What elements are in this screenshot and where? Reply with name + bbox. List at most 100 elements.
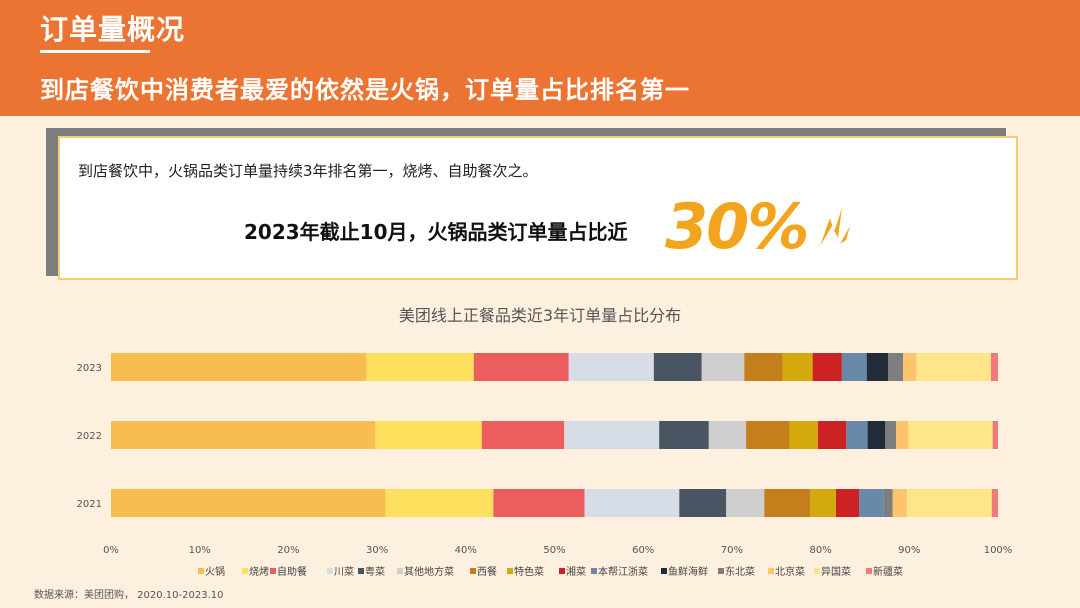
bar-segment [564, 421, 660, 449]
legend-label: 火锅 [205, 566, 225, 578]
legend-swatch [718, 568, 724, 574]
legend-swatch [866, 568, 872, 574]
data-source: 数据来源：美团团购， 2020.10-2023.10 [34, 590, 224, 601]
bar-segment [903, 353, 917, 381]
title-underline [40, 50, 150, 53]
bar-segment [568, 353, 654, 381]
highlight-text: 2023年截止10月，火锅品类订单量占比近 [244, 220, 628, 244]
bar-segment [885, 421, 896, 449]
bar-segment [859, 489, 884, 517]
legend-swatch [661, 568, 667, 574]
bar-segment [812, 353, 842, 381]
legend-swatch [470, 568, 476, 574]
x-tick-label: 0% [103, 545, 119, 556]
legend-swatch [270, 568, 276, 574]
bar-segment [473, 353, 569, 381]
legend-swatch [591, 568, 597, 574]
legend-swatch [327, 568, 333, 574]
legend-label: 异国菜 [821, 566, 851, 578]
bar-segment [653, 353, 702, 381]
bar-segment [659, 421, 709, 449]
bar-segment [866, 353, 889, 381]
y-tick-label: 2022 [77, 431, 102, 442]
legend-label: 北京菜 [775, 565, 805, 578]
stacked-bar-chart: 2023 2022 2021 0% 10% 20% 30% 40% 50% 60% 70% 80% 90… [77, 353, 1013, 578]
legend-swatch [358, 568, 364, 574]
y-tick-label: 2021 [77, 499, 102, 510]
legend-label: 川菜 [334, 566, 354, 578]
bar-segment [111, 353, 367, 381]
highlight-value: 30% [665, 190, 809, 263]
bar-segment [726, 489, 765, 517]
legend-label: 自助餐 [277, 565, 307, 578]
bar-segment [836, 489, 860, 517]
bar-segment [481, 421, 565, 449]
bar-segment [846, 421, 868, 449]
legend-swatch [397, 568, 403, 574]
bar-segment [366, 353, 474, 381]
bar-segment [867, 421, 886, 449]
bar-segment [375, 421, 482, 449]
legend-swatch [814, 568, 820, 574]
bar-segment [883, 489, 893, 517]
legend-swatch [559, 568, 565, 574]
x-tick-label: 70% [721, 545, 743, 556]
x-tick-label: 40% [455, 545, 477, 556]
legend-swatch [198, 568, 204, 574]
legend-label: 湘菜 [566, 565, 586, 578]
bar-segment [906, 489, 992, 517]
x-tick-label: 30% [366, 545, 388, 556]
legend-label: 烧烤 [249, 565, 269, 578]
bar-segment [810, 489, 837, 517]
bar-segment [782, 353, 813, 381]
bar-segment [991, 489, 998, 517]
x-tick-label: 10% [189, 545, 211, 556]
bar-segment [746, 421, 790, 449]
bar-segment [708, 421, 747, 449]
legend-label: 特色菜 [514, 565, 544, 578]
bar-segment [111, 421, 376, 449]
legend-label: 鱼鲜海鲜 [668, 565, 708, 578]
bar-segment [817, 421, 847, 449]
legend-label: 新疆菜 [873, 565, 903, 578]
bar-segment [895, 421, 909, 449]
x-tick-label: 100% [984, 545, 1013, 556]
legend-label: 东北菜 [725, 565, 755, 578]
summary-card: 到店餐饮中，火锅品类订单量持续3年排名第一，烧烤、自助餐次之。 2023年截止1… [58, 136, 1018, 280]
x-tick-label: 90% [898, 545, 920, 556]
x-tick-label: 60% [632, 545, 654, 556]
bar-segment [111, 489, 386, 517]
bar-segment [841, 353, 867, 381]
bar-segment [908, 421, 993, 449]
bar-segment [888, 353, 904, 381]
legend-label: 本帮江浙菜 [598, 565, 648, 578]
bar-segment [701, 353, 745, 381]
bar-segment [385, 489, 494, 517]
bar-segment [990, 353, 998, 381]
bar-segment [493, 489, 585, 517]
legend-swatch [242, 568, 248, 574]
bar-segment [789, 421, 818, 449]
bar-segment [764, 489, 811, 517]
bar-segment [992, 421, 998, 449]
x-tick-label: 80% [809, 545, 831, 556]
legend-swatch [768, 568, 774, 574]
legend-label: 西餐 [477, 565, 497, 578]
page-title: 订单量概况 [40, 13, 186, 46]
legend-label: 其他地方菜 [404, 565, 454, 578]
bar-segment [916, 353, 991, 381]
bar-segment [892, 489, 907, 517]
header-banner: 订单量概况 到店餐饮中消费者最爱的依然是火锅，订单量占比排名第一 [0, 0, 1080, 116]
x-tick-label: 20% [277, 545, 299, 556]
spark-icon [820, 208, 850, 246]
legend-swatch [507, 568, 513, 574]
bar-segment [744, 353, 783, 381]
chart-title: 美团线上正餐品类近3年订单量占比分布 [398, 306, 682, 325]
bar-segment [584, 489, 680, 517]
bar-segment [679, 489, 727, 517]
legend-label: 粤菜 [365, 565, 385, 578]
x-tick-label: 50% [543, 545, 565, 556]
y-tick-label: 2023 [77, 363, 102, 374]
page-subtitle: 到店餐饮中消费者最爱的依然是火锅，订单量占比排名第一 [40, 76, 690, 104]
summary-text: 到店餐饮中，火锅品类订单量持续3年排名第一，烧烤、自助餐次之。 [78, 162, 538, 180]
